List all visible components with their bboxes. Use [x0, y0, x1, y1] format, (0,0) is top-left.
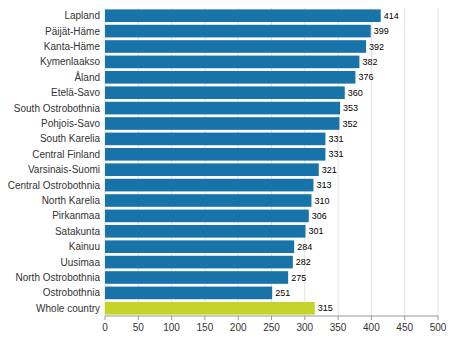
grid-line	[138, 8, 139, 316]
data-label: 392	[369, 42, 384, 52]
bar	[105, 133, 325, 146]
bar	[105, 240, 294, 253]
tick-label: 300	[296, 322, 313, 333]
bar	[105, 210, 309, 223]
data-label: 331	[328, 134, 343, 144]
bar	[105, 302, 315, 315]
category-label: Ostrobothnia	[43, 287, 101, 298]
grid-line	[271, 8, 272, 316]
category-label: Päijät-Häme	[45, 26, 100, 37]
tick-label: 400	[363, 322, 380, 333]
data-label: 353	[343, 103, 358, 113]
tick-mark	[338, 316, 339, 320]
tick-label: 100	[163, 322, 180, 333]
category-label: South Karelia	[40, 133, 100, 144]
category-label: Pohjois-Savo	[41, 118, 100, 129]
tick-mark	[105, 316, 106, 320]
tick-mark	[271, 316, 272, 320]
category-label: Kanta-Häme	[44, 41, 101, 52]
grid-line	[105, 8, 106, 316]
data-label: 284	[297, 242, 312, 252]
bar	[105, 163, 319, 176]
bar	[105, 56, 359, 69]
category-label: Pirkanmaa	[52, 210, 100, 221]
category-label: Uusimaa	[61, 257, 101, 268]
tick-label: 500	[430, 322, 447, 333]
data-labels: 315 251275 282 284 301 306 310 313 321 331 331 352 3…	[275, 11, 399, 314]
grid-line	[238, 8, 239, 316]
tick-label: 50	[133, 322, 145, 333]
bar	[105, 179, 313, 192]
category-label: Central Ostrobothnia	[8, 180, 101, 191]
bar	[105, 86, 345, 99]
grid-line	[171, 8, 172, 316]
tick-mark	[138, 316, 139, 320]
data-label: 331	[328, 149, 343, 159]
tick-mark	[404, 316, 405, 320]
tick-label: 150	[197, 322, 214, 333]
bar	[105, 148, 325, 161]
tick-label: 450	[396, 322, 413, 333]
category-labels: Whole country Ostrobothnia North Ostroboth…	[8, 10, 101, 314]
grid-line	[371, 8, 372, 316]
category-label: Åland	[74, 71, 100, 83]
data-label: 313	[316, 180, 331, 190]
data-label: 360	[348, 88, 363, 98]
bars	[105, 9, 381, 314]
category-label: North Karelia	[42, 195, 101, 206]
category-label: Lapland	[64, 10, 100, 21]
bar	[105, 25, 371, 38]
category-label: Whole country	[36, 303, 100, 314]
category-label: Varsinais-Suomi	[28, 164, 100, 175]
tick-mark	[438, 316, 439, 320]
tick-label: 350	[330, 322, 347, 333]
x-axis: 0 50 100 150 200 250 300 350 400 450 500	[102, 316, 447, 333]
grid-line	[438, 8, 439, 316]
data-label: 310	[314, 196, 329, 206]
data-label: 382	[362, 57, 377, 67]
category-label: Central Finland	[32, 149, 100, 160]
bar	[105, 287, 272, 300]
tick-mark	[171, 316, 172, 320]
data-label: 315	[318, 303, 333, 313]
category-label: Kymenlaakso	[40, 56, 100, 67]
data-label: 414	[384, 11, 399, 21]
bar	[105, 102, 340, 115]
grid-line	[338, 8, 339, 316]
bar	[105, 117, 339, 130]
category-label: Satakunta	[55, 226, 100, 237]
bar	[105, 9, 381, 22]
tick-mark	[238, 316, 239, 320]
tick-mark	[371, 316, 372, 320]
bar	[105, 271, 288, 284]
bar	[105, 40, 366, 53]
data-label: 321	[322, 165, 337, 175]
data-label: 282	[296, 257, 311, 267]
tick-mark	[204, 316, 205, 320]
grid-line	[404, 8, 405, 316]
grid-line	[304, 8, 305, 316]
data-label: 399	[374, 26, 389, 36]
grid	[105, 8, 438, 316]
data-label: 306	[312, 211, 327, 221]
category-label: Kainuu	[69, 241, 100, 252]
data-label: 352	[342, 119, 357, 129]
category-label: Etelä-Savo	[51, 87, 100, 98]
bar	[105, 256, 293, 269]
tick-label: 250	[263, 322, 280, 333]
tick-label: 200	[230, 322, 247, 333]
data-label: 301	[308, 226, 323, 236]
category-label: North Ostrobothnia	[16, 272, 101, 283]
category-label: South Ostrobothnia	[14, 103, 101, 114]
data-label: 376	[358, 72, 373, 82]
bar	[105, 225, 305, 238]
grid-line	[204, 8, 205, 316]
data-label: 251	[275, 288, 290, 298]
data-label: 275	[291, 273, 306, 283]
tick-mark	[304, 316, 305, 320]
bar	[105, 71, 355, 84]
bar	[105, 194, 311, 207]
chart: Whole country Ostrobothnia North Ostroboth…	[0, 0, 454, 340]
tick-label: 0	[102, 322, 108, 333]
